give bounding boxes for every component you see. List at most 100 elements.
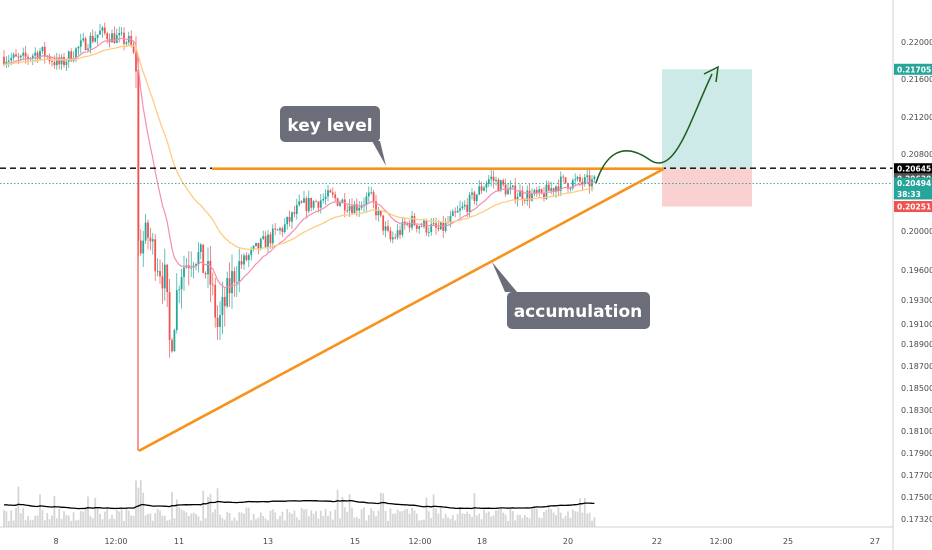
- candle: [91, 29, 94, 44]
- candle: [312, 200, 315, 211]
- volume-bar: [315, 511, 317, 527]
- volume-bar: [334, 509, 337, 527]
- accumulation-trendline[interactable]: [138, 167, 665, 452]
- volume-bar: [111, 514, 113, 527]
- candle: [31, 53, 34, 66]
- volume-bar: [96, 507, 99, 527]
- volume-bar: [279, 515, 281, 527]
- price-tick-label: 0.19100: [901, 320, 932, 329]
- volume-bar: [115, 509, 118, 527]
- volume-bar: [312, 513, 315, 527]
- volume-bar: [231, 520, 233, 527]
- callout-box: [507, 292, 650, 329]
- candle: [495, 176, 497, 186]
- volume-bar: [360, 509, 363, 527]
- candle: [79, 33, 82, 54]
- volume-bar: [365, 520, 368, 527]
- volume-bar: [591, 520, 593, 527]
- candle: [51, 57, 53, 67]
- volume-bar: [267, 520, 269, 527]
- volume-bar: [528, 518, 531, 527]
- candle: [243, 253, 245, 270]
- volume-bar: [552, 512, 555, 527]
- candle: [262, 230, 265, 241]
- callout-accumulation[interactable]: accumulation: [492, 262, 650, 329]
- candle: [540, 188, 543, 195]
- price-axis[interactable]: 0.220000.216000.212000.208000.204000.200…: [901, 38, 932, 524]
- candle: [274, 223, 277, 236]
- volume-bar: [567, 511, 569, 527]
- candle: [283, 217, 286, 234]
- volume-bar: [75, 520, 77, 527]
- candle: [228, 262, 231, 308]
- volume-bar: [137, 487, 140, 527]
- svg-text:0.20645: 0.20645: [897, 165, 931, 174]
- candle: [543, 186, 545, 202]
- volume-bar: [564, 515, 567, 527]
- candle: [34, 47, 37, 63]
- moving-average-slow: [3, 45, 595, 251]
- time-axis[interactable]: 8 12:00 11 13 15 12:00 18 20 22 12:00 25 27: [53, 537, 880, 546]
- time-tick-label: 18: [477, 537, 487, 546]
- volume-bar: [281, 511, 284, 527]
- volume-bar: [492, 515, 495, 527]
- volume-bar: [358, 518, 361, 527]
- volume-bar: [516, 514, 519, 527]
- volume-bar: [451, 515, 454, 527]
- volume-bar: [420, 520, 423, 527]
- candle: [391, 231, 394, 244]
- volume-bar: [195, 513, 197, 527]
- candle: [103, 22, 106, 36]
- volume-bar: [245, 507, 248, 527]
- candle: [267, 229, 269, 254]
- volume-bar: [70, 520, 73, 527]
- candle: [365, 192, 368, 212]
- volume-series: [3, 480, 596, 527]
- position-loss-zone[interactable]: [662, 168, 752, 207]
- candle: [180, 268, 183, 309]
- volume-bar: [48, 519, 51, 527]
- volume-bar: [399, 511, 401, 527]
- candle: [571, 178, 574, 191]
- volume-bar: [166, 520, 169, 527]
- volume-bar: [276, 519, 279, 527]
- candle: [281, 226, 284, 237]
- candle: [343, 193, 346, 218]
- candle: [175, 273, 178, 334]
- volume-bar: [34, 515, 37, 527]
- volume-bar: [31, 519, 34, 527]
- volume-bar: [540, 518, 543, 527]
- time-tick-label: 13: [263, 537, 273, 546]
- candle: [276, 228, 279, 231]
- candle: [454, 207, 457, 218]
- projection-path[interactable]: [595, 73, 713, 184]
- candle: [94, 31, 97, 43]
- volume-bar: [521, 518, 524, 527]
- time-tick-label: 27: [870, 537, 880, 546]
- volume-bar: [550, 509, 553, 527]
- price-tick-label: 0.22000: [901, 38, 932, 47]
- candle: [327, 184, 329, 202]
- candle: [255, 242, 257, 248]
- candle: [209, 245, 212, 303]
- volume-bar: [149, 513, 152, 527]
- volume-bar: [12, 520, 15, 527]
- volume-bar: [317, 518, 320, 527]
- candle: [7, 54, 10, 68]
- volume-bar: [504, 514, 507, 527]
- volume-bar: [123, 520, 125, 527]
- volume-bar: [327, 515, 329, 527]
- callout-key-level[interactable]: key level: [280, 106, 386, 166]
- volume-bar: [233, 517, 236, 527]
- volume-bar: [139, 480, 142, 527]
- candle: [384, 221, 387, 238]
- volume-bar: [24, 520, 27, 527]
- volume-bar: [588, 512, 591, 527]
- volume-bar: [427, 511, 430, 527]
- volume-bar: [211, 512, 214, 527]
- candle: [583, 174, 586, 187]
- volume-bar: [223, 519, 226, 527]
- candle: [183, 255, 185, 292]
- candle: [348, 198, 351, 217]
